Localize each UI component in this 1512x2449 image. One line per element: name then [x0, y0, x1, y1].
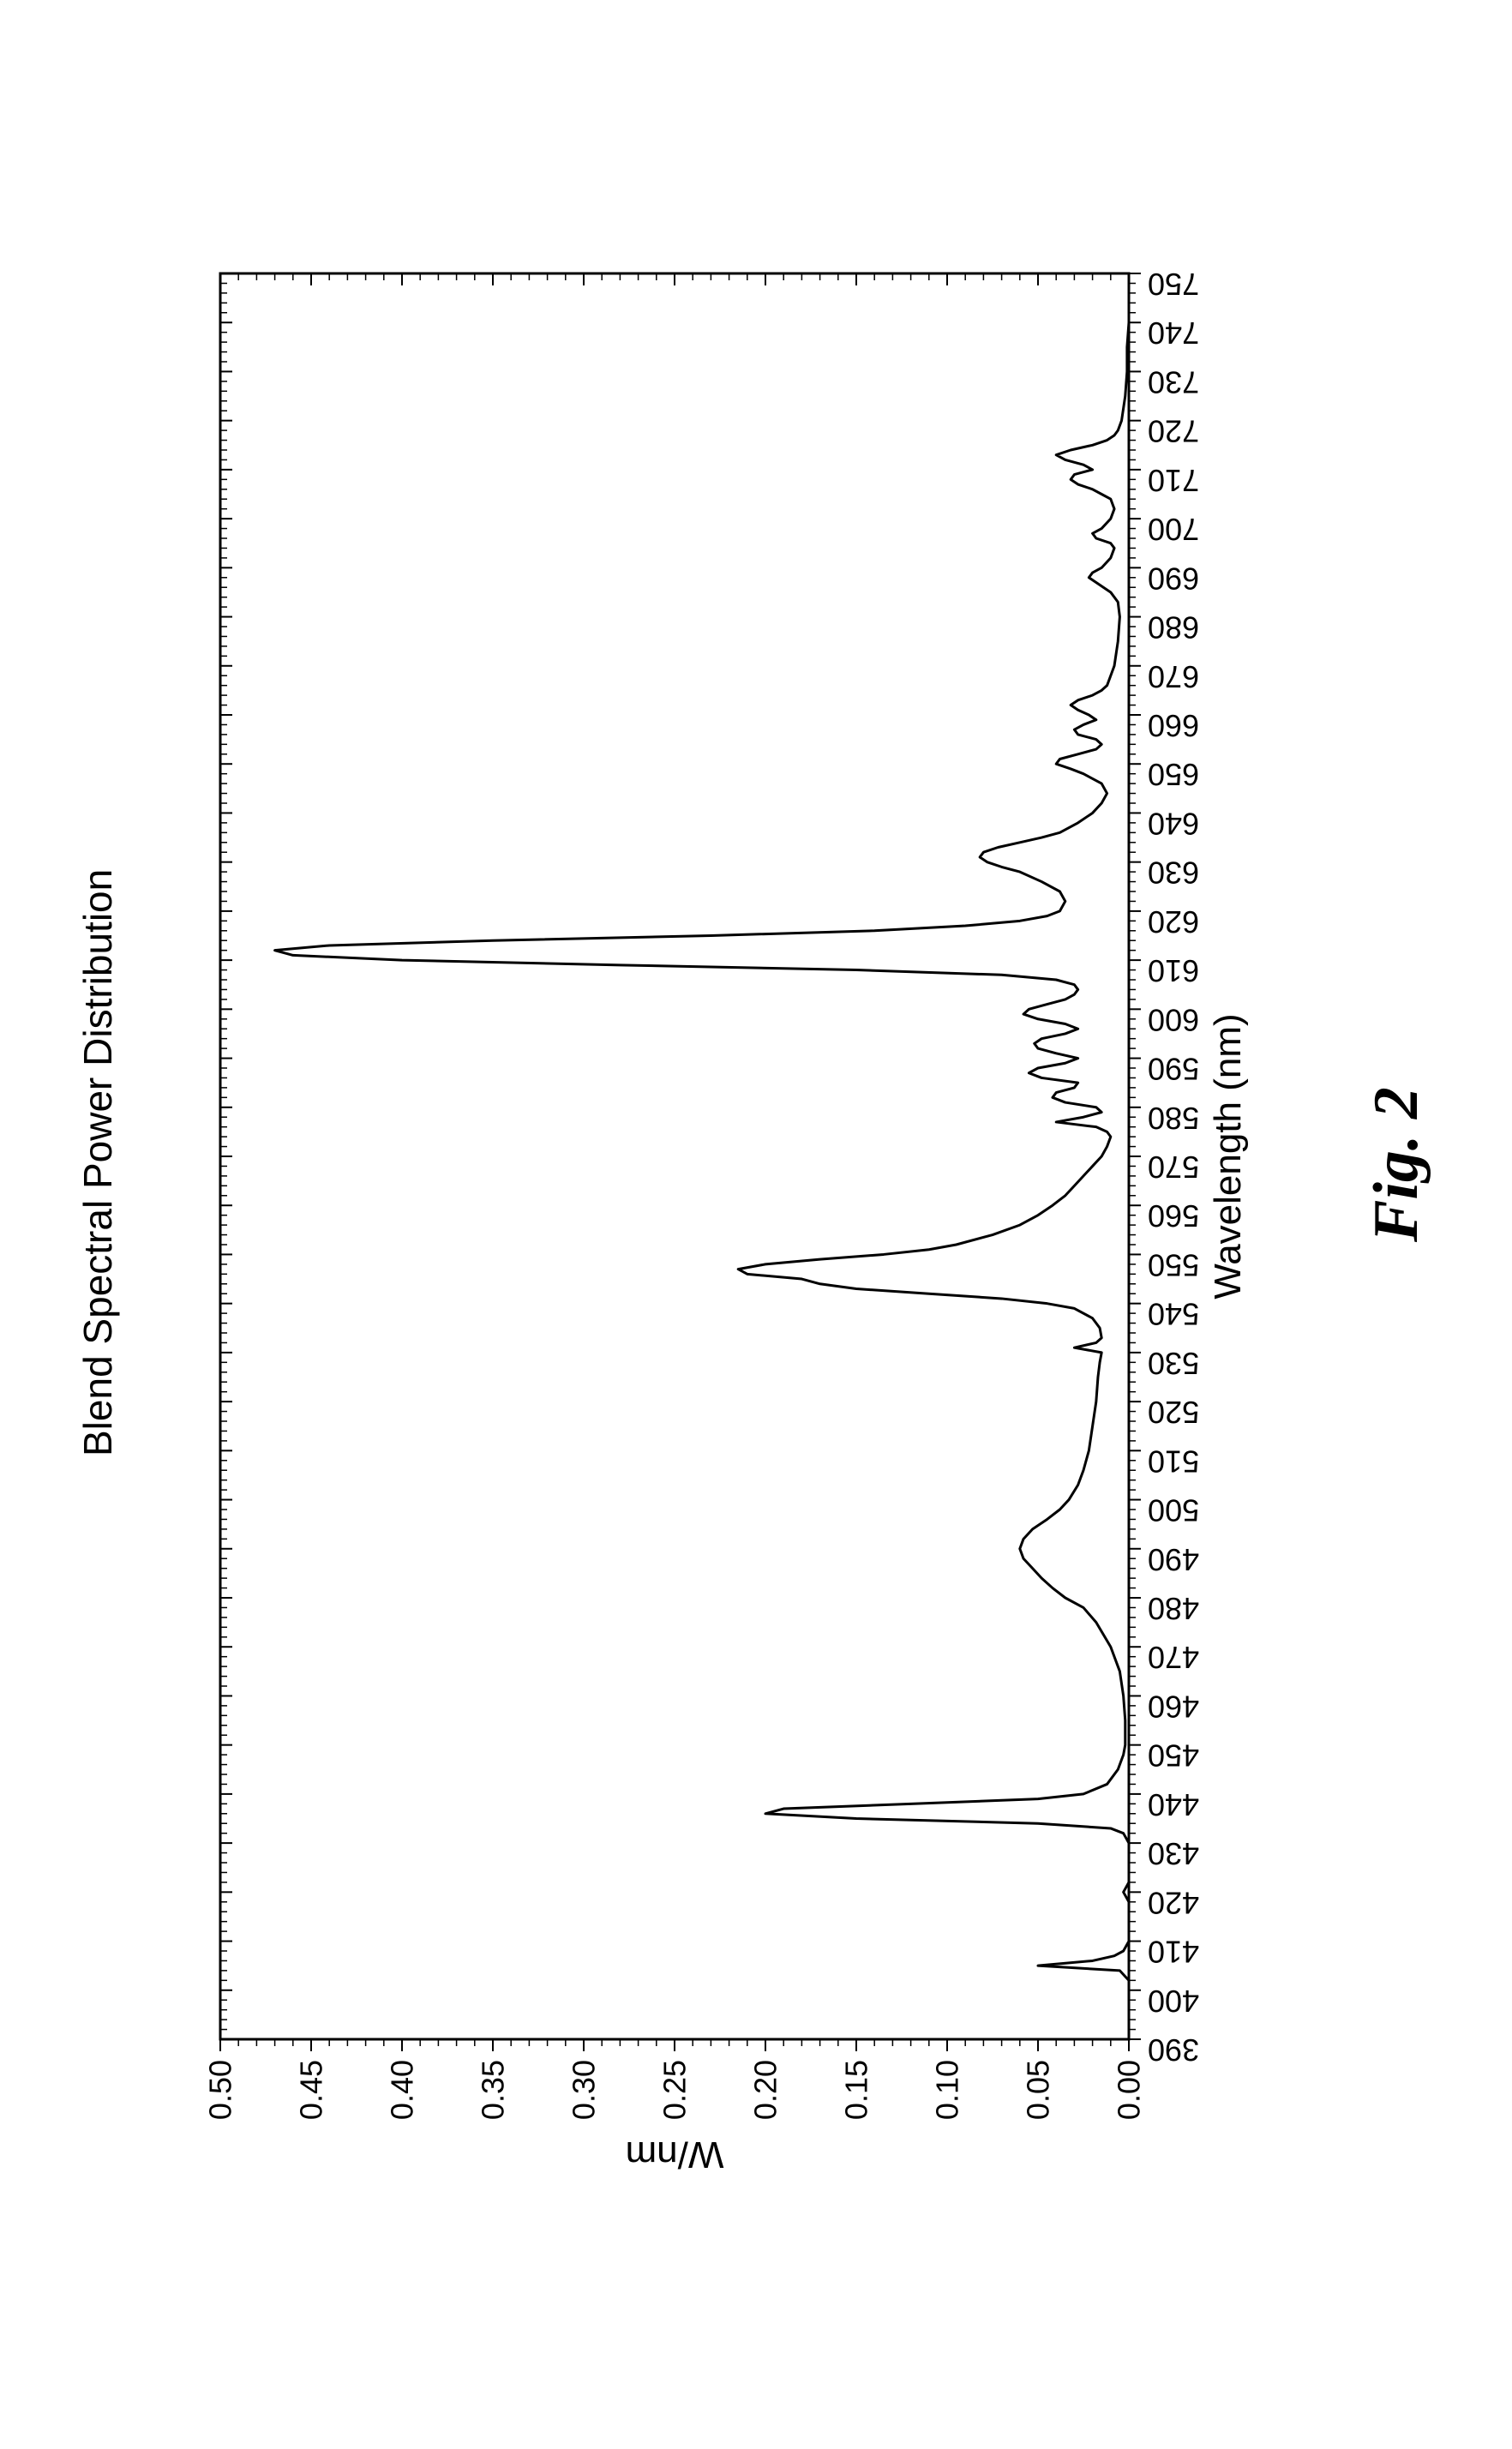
svg-text:530: 530 [1148, 1345, 1199, 1380]
svg-text:710: 710 [1148, 462, 1199, 497]
svg-text:0.00: 0.00 [1112, 2060, 1147, 2120]
stage: Blend Spectral Power Distribution 390 400… [0, 0, 1512, 2449]
svg-text:560: 560 [1148, 1198, 1199, 1234]
svg-text:720: 720 [1148, 413, 1199, 448]
chart-title: Blend Spectral Power Distribution [75, 868, 121, 1456]
svg-text:570: 570 [1148, 1149, 1199, 1185]
svg-text:Wavelength (nm): Wavelength (nm) [1207, 1013, 1249, 1299]
figure-caption: Fig. 2 [1360, 1087, 1433, 1242]
svg-text:440: 440 [1148, 1786, 1199, 1822]
svg-text:690: 690 [1148, 561, 1199, 596]
svg-text:0.45: 0.45 [294, 2060, 329, 2120]
svg-text:0.10: 0.10 [930, 2060, 965, 2120]
svg-text:490: 490 [1148, 1541, 1199, 1576]
svg-text:640: 640 [1148, 806, 1199, 841]
svg-text:470: 470 [1148, 1640, 1199, 1675]
svg-text:0.40: 0.40 [385, 2060, 420, 2120]
svg-text:750: 750 [1148, 267, 1199, 302]
svg-text:730: 730 [1148, 364, 1199, 399]
svg-text:650: 650 [1148, 757, 1199, 792]
svg-text:630: 630 [1148, 855, 1199, 890]
svg-text:740: 740 [1148, 315, 1199, 351]
svg-text:700: 700 [1148, 512, 1199, 547]
svg-text:540: 540 [1148, 1296, 1199, 1331]
svg-text:0.30: 0.30 [567, 2060, 602, 2120]
svg-text:680: 680 [1148, 609, 1199, 645]
svg-text:400: 400 [1148, 1983, 1199, 2018]
svg-text:590: 590 [1148, 1051, 1199, 1086]
svg-text:W/nm: W/nm [626, 2134, 724, 2176]
spectral-chart: 390 400 410 420 430 440 450 460 470 480 490 500 510 5… [117, 239, 1317, 2211]
svg-text:0.25: 0.25 [657, 2060, 693, 2120]
svg-text:550: 550 [1148, 1247, 1199, 1282]
svg-text:500: 500 [1148, 1492, 1199, 1528]
svg-text:660: 660 [1148, 708, 1199, 743]
svg-text:510: 510 [1148, 1444, 1199, 1479]
svg-text:480: 480 [1148, 1591, 1199, 1626]
svg-text:580: 580 [1148, 1100, 1199, 1135]
svg-text:0.20: 0.20 [748, 2060, 783, 2120]
svg-text:620: 620 [1148, 903, 1199, 939]
svg-text:0.05: 0.05 [1021, 2060, 1056, 2120]
svg-text:430: 430 [1148, 1836, 1199, 1871]
svg-text:0.50: 0.50 [203, 2060, 238, 2120]
svg-text:600: 600 [1148, 1002, 1199, 1037]
svg-text:460: 460 [1148, 1689, 1199, 1724]
svg-text:670: 670 [1148, 658, 1199, 693]
svg-text:420: 420 [1148, 1885, 1199, 1920]
svg-text:0.15: 0.15 [839, 2060, 874, 2120]
svg-text:610: 610 [1148, 953, 1199, 988]
svg-text:0.35: 0.35 [476, 2060, 511, 2120]
svg-text:520: 520 [1148, 1395, 1199, 1430]
svg-text:410: 410 [1148, 1934, 1199, 1969]
chart-rotated-wrapper: Blend Spectral Power Distribution 390 400… [49, 239, 1463, 2211]
svg-text:450: 450 [1148, 1738, 1199, 1773]
svg-text:390: 390 [1148, 2032, 1199, 2068]
